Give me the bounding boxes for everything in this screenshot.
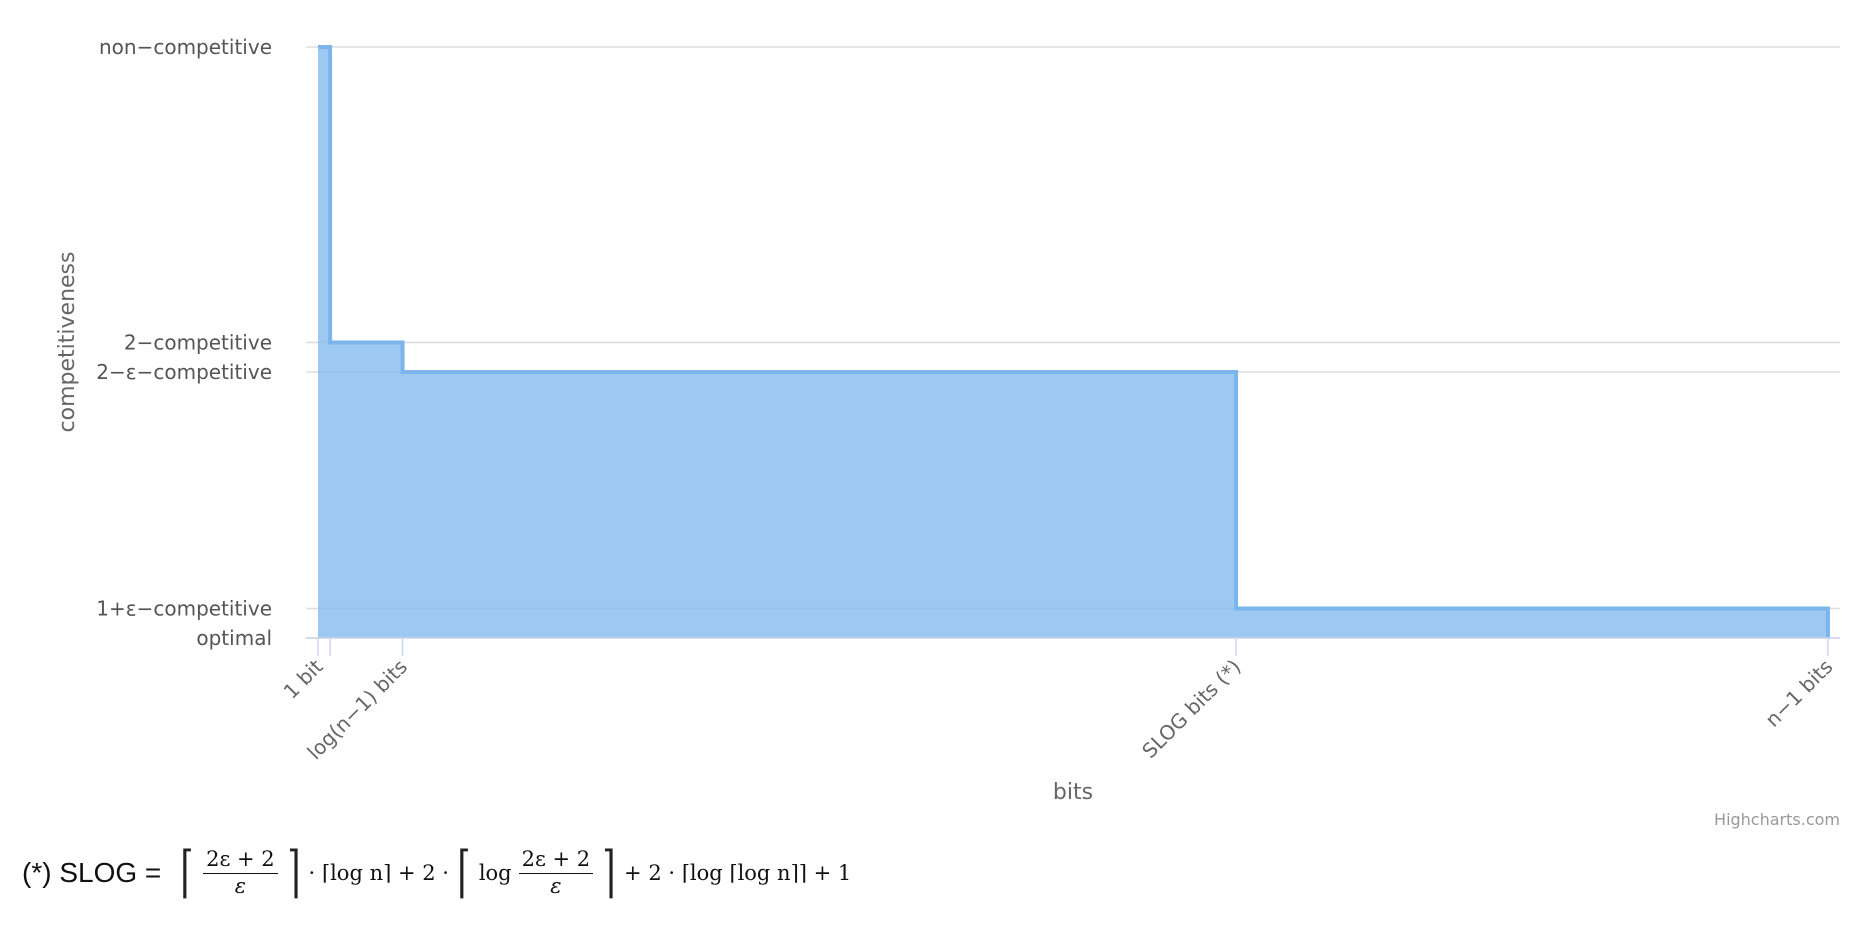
series-line: [318, 45, 1830, 638]
series-area-fill: [318, 47, 1828, 638]
y-tick-label: optimal: [196, 626, 272, 650]
formula-middle: · ⌈log n⌉ + 2 ·: [308, 861, 449, 885]
fraction-1: 2ε + 2 ε: [203, 848, 278, 897]
formula-tail: + 2 · ⌈log ⌈log n⌉⌉ + 1: [624, 861, 852, 885]
slog-formula: ⌈ 2ε + 2 ε ⌉ · ⌈log n⌉ + 2 · ⌈ log 2ε + …: [180, 840, 852, 905]
y-tick-label: 2−ε−competitive: [96, 360, 272, 384]
y-tick-label: 1+ε−competitive: [96, 596, 272, 620]
fraction-2: 2ε + 2 ε: [518, 848, 594, 897]
x-tick-label: n−1 bits: [1760, 655, 1837, 732]
x-tick-label: 1 bit: [279, 654, 328, 703]
formula-log: log: [478, 861, 512, 885]
chart: optimal 1+ε−competitive 2−ε−competitive 2−c…: [55, 35, 1840, 829]
footnote: (*) SLOG = ⌈ 2ε + 2 ε ⌉ · ⌈log n⌉ + 2 · …: [22, 843, 854, 903]
y-tick-label: 2−competitive: [124, 331, 272, 355]
footnote-label: (*) SLOG =: [22, 857, 162, 888]
credits-link[interactable]: Highcharts.com: [1714, 810, 1840, 829]
series-area: [318, 45, 1830, 638]
y-axis-title: competitiveness: [55, 252, 80, 433]
x-tick-label: SLOG bits (*): [1137, 655, 1245, 763]
x-axis-title: bits: [1053, 780, 1093, 805]
y-tick-label: non−competitive: [99, 35, 272, 59]
y-tick-labels: optimal 1+ε−competitive 2−ε−competitive 2−c…: [96, 35, 272, 650]
